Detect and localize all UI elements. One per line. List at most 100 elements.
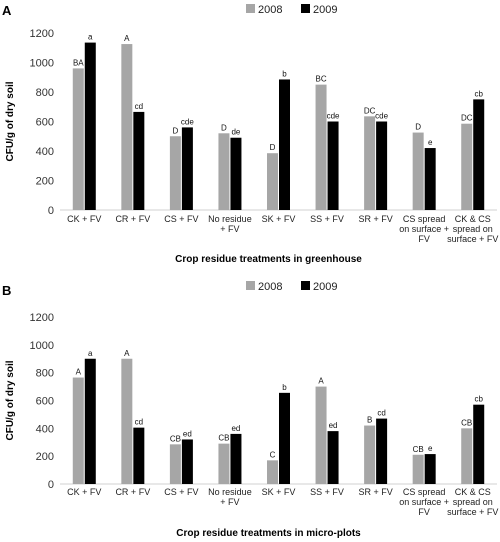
y-tick-label: 0 — [48, 479, 54, 491]
y-tick-label: 400 — [36, 146, 54, 158]
x-category-label: SS + FV — [310, 214, 344, 224]
x-category-label: SR + FV — [358, 214, 392, 224]
bar-annotation: ed — [329, 421, 338, 430]
bar-annotation: A — [124, 349, 130, 358]
bar-annotation: e — [428, 444, 433, 453]
legend: 2008 2009 — [246, 281, 337, 293]
chart-panel-a: A 2008 2009 0 200 400 600 800 1000 1200 CFU/g of d… — [2, 3, 498, 265]
bar-annotation: cde — [181, 117, 194, 126]
bar-annotation: D — [172, 126, 178, 135]
bar-2008 — [412, 454, 424, 484]
x-category-label: CK + FV — [67, 487, 101, 497]
bar-2008 — [267, 460, 278, 484]
bar-annotation: ed — [183, 429, 192, 438]
y-axis-label: CFU/g of dry soil — [5, 360, 16, 440]
x-category-label: CK & CS — [455, 487, 491, 497]
bar-2008 — [364, 425, 376, 484]
bar-2008 — [315, 84, 327, 210]
bar-annotation: D — [415, 123, 421, 132]
y-tick-label: 800 — [36, 368, 54, 380]
x-axis-label: Crop residue treatments in greenhouse — [175, 254, 362, 265]
bar-2008 — [218, 133, 230, 210]
x-category-label: SS + FV — [310, 487, 344, 497]
bar-2009 — [181, 439, 193, 484]
bar-annotation: DC — [461, 114, 473, 123]
bar-annotation: cb — [474, 89, 483, 98]
bar-2009 — [84, 358, 96, 484]
bar-annotation: cd — [135, 418, 143, 427]
bar-2008 — [412, 132, 424, 210]
legend-label-2009: 2009 — [313, 281, 337, 293]
bar-annotation: A — [318, 377, 324, 386]
bar-2008 — [218, 443, 230, 484]
x-category-label: surface + FV — [447, 507, 498, 517]
bar-2008 — [267, 153, 278, 210]
y-tick-label: 0 — [48, 205, 54, 217]
bar-2009 — [473, 404, 485, 484]
bar-2008 — [315, 386, 327, 484]
x-category-label: CS + FV — [164, 487, 198, 497]
y-tick-label: 800 — [36, 87, 54, 99]
bar-annotation: cde — [375, 112, 388, 121]
x-category-label: on surface + — [399, 224, 449, 234]
legend-label-2008: 2008 — [258, 4, 282, 16]
x-category-label: CS spread — [403, 214, 446, 224]
x-category-label: SK + FV — [262, 487, 296, 497]
bar-2009 — [230, 137, 242, 210]
bar-2008 — [169, 136, 181, 210]
legend-swatch-2008 — [246, 4, 255, 13]
bar-annotation: D — [221, 123, 227, 132]
bar-annotation: A — [124, 34, 130, 43]
bar-2009 — [133, 427, 145, 484]
bar-2009 — [473, 99, 485, 210]
bar-2008 — [461, 428, 473, 484]
bar-2009 — [279, 392, 290, 484]
x-axis-label: Crop residue treatments in micro-plots — [176, 528, 361, 539]
x-category-label: FV — [418, 507, 430, 517]
bar-annotation: e — [428, 138, 433, 147]
bar-2009 — [279, 79, 290, 211]
y-axis-label: CFU/g of dry soil — [5, 81, 16, 161]
x-category-label: CK + FV — [67, 214, 101, 224]
y-tick-label: 200 — [36, 176, 54, 188]
legend-label-2009: 2009 — [313, 4, 337, 16]
x-category-label: SR + FV — [358, 487, 392, 497]
x-category-label: FV — [418, 234, 430, 244]
bar-annotation: BA — [73, 58, 84, 67]
x-category-label: No residue — [208, 214, 252, 224]
x-category-label: surface + FV — [447, 234, 498, 244]
x-category-label: + FV — [220, 497, 239, 507]
bar-2008 — [72, 68, 84, 211]
panel-label: B — [2, 283, 11, 298]
bar-annotation: DC — [364, 106, 376, 115]
y-tick-label: 1000 — [30, 340, 54, 352]
bar-2009 — [84, 42, 96, 211]
bar-2009 — [376, 418, 388, 484]
bar-annotation: CB — [218, 434, 229, 443]
bar-2008 — [121, 44, 133, 210]
x-category-label: spread on — [453, 497, 493, 507]
legend-label-2008: 2008 — [258, 281, 282, 293]
bar-2008 — [121, 358, 133, 484]
x-category-label: CK & CS — [455, 214, 491, 224]
bar-annotation: A — [76, 368, 82, 377]
legend-swatch-2008 — [246, 281, 255, 290]
panel-label: A — [2, 3, 12, 18]
bar-annotation: cd — [135, 102, 143, 111]
bar-annotation: de — [231, 128, 240, 137]
bar-2009 — [133, 111, 145, 210]
bar-2009 — [327, 121, 339, 210]
bar-2009 — [376, 121, 388, 210]
x-category-label: No residue — [208, 487, 252, 497]
y-tick-label: 600 — [36, 396, 54, 408]
x-category-label: CR + FV — [115, 487, 150, 497]
y-tick-label: 1200 — [30, 312, 54, 324]
bar-2008 — [169, 444, 181, 484]
chart-panel-b: B 2008 2009 0 200 400 600 800 1000 1200 CFU/g of d… — [2, 281, 498, 539]
bar-annotation: ed — [231, 424, 240, 433]
bar-annotation: b — [282, 69, 287, 78]
legend-swatch-2009 — [301, 281, 310, 290]
bar-2008 — [72, 377, 84, 484]
x-category-label: CS spread — [403, 487, 446, 497]
